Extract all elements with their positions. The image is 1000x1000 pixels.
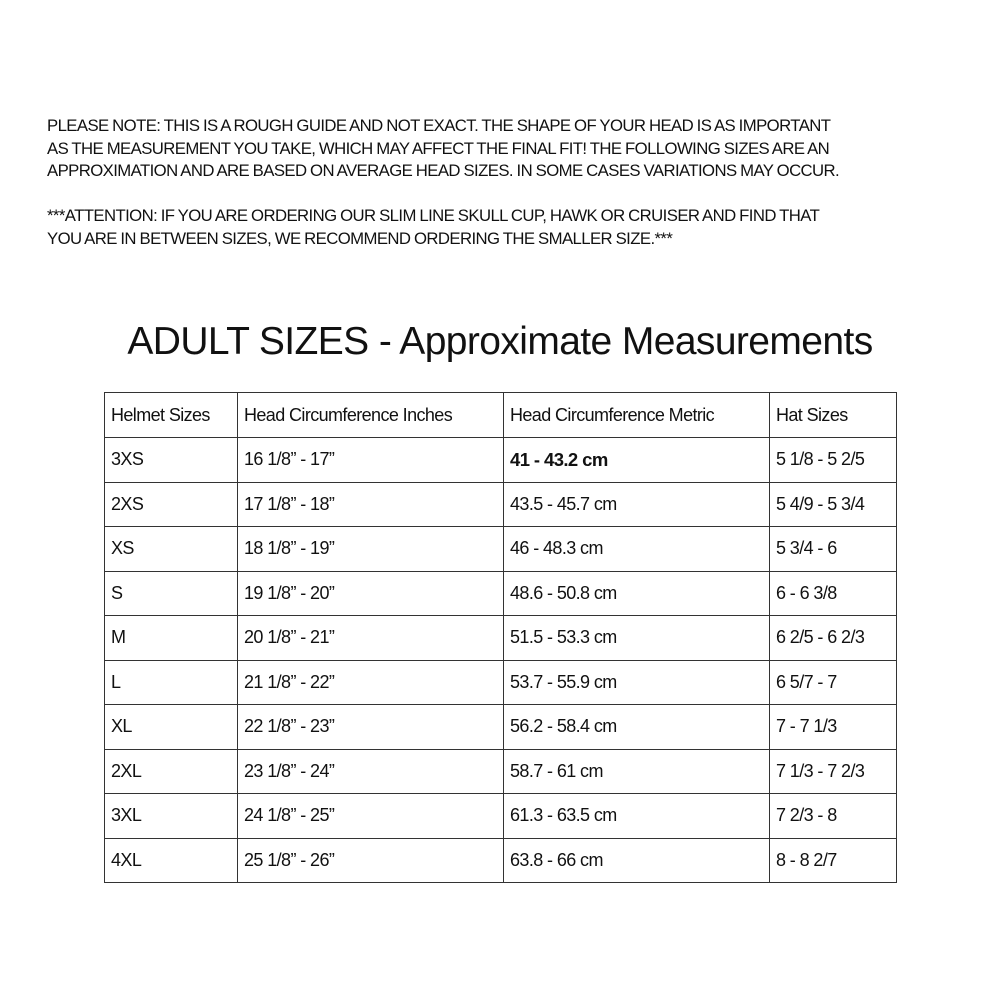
table-cell: 43.5 - 45.7 cm: [503, 481, 770, 527]
page-title: ADULT SIZES - Approximate Measurements: [127, 320, 873, 363]
table-cell: XS: [104, 526, 238, 572]
table-cell: 7 1/3 - 7 2/3: [769, 748, 897, 794]
table-row: 3XS 16 1/8” - 17” 41 - 43.2 cm 5 1/8 - 5 2/…: [104, 437, 897, 483]
table-cell: 41 - 43.2 cm: [503, 437, 770, 483]
note-line: APPROXIMATION AND ARE BASED ON AVERAGE H…: [47, 161, 840, 180]
table-cell: 63.8 - 66 cm: [503, 837, 770, 883]
table-cell: 21 1/8” - 22”: [237, 659, 504, 705]
table-cell: S: [104, 570, 238, 616]
table-cell: 22 1/8” - 23”: [237, 704, 504, 750]
table-cell: 7 2/3 - 8: [769, 793, 897, 839]
table-row: S 19 1/8” - 20” 48.6 - 50.8 cm 6 - 6 3/8: [104, 570, 897, 616]
fit-disclaimer-note: PLEASE NOTE: THIS IS A ROUGH GUIDE AND N…: [47, 115, 967, 183]
table-cell: 51.5 - 53.3 cm: [503, 615, 770, 661]
table-cell: 18 1/8” - 19”: [237, 526, 504, 572]
table-cell: 16 1/8” - 17”: [237, 437, 504, 483]
table-cell: 25 1/8” - 26”: [237, 837, 504, 883]
table-cell: 5 1/8 - 5 2/5: [769, 437, 897, 483]
table-cell: 48.6 - 50.8 cm: [503, 570, 770, 616]
table-cell: 24 1/8” - 25”: [237, 793, 504, 839]
table-row: XS 18 1/8” - 19” 46 - 48.3 cm 5 3/4 - 6: [104, 526, 897, 572]
table-row: 3XL 24 1/8” - 25” 61.3 - 63.5 cm 7 2/3 - 8: [104, 793, 897, 839]
table-cell: 20 1/8” - 21”: [237, 615, 504, 661]
column-header: Helmet Sizes: [104, 392, 238, 438]
table-header-row: Helmet Sizes Head Circumference Inches H…: [104, 392, 897, 438]
table-row: 2XL 23 1/8” - 24” 58.7 - 61 cm 7 1/3 - 7 2/…: [104, 748, 897, 794]
table-cell: M: [104, 615, 238, 661]
table-cell: 2XS: [104, 481, 238, 527]
table-cell: XL: [104, 704, 238, 750]
table-cell: 17 1/8” - 18”: [237, 481, 504, 527]
note-line: AS THE MEASUREMENT YOU TAKE, WHICH MAY A…: [47, 138, 830, 158]
table-cell: 2XL: [104, 748, 238, 794]
table-row: 2XS 17 1/8” - 18” 43.5 - 45.7 cm 5 4/9 - 5 …: [104, 481, 897, 527]
attention-note: ***ATTENTION: IF YOU ARE ORDERING OUR SL…: [47, 205, 967, 250]
column-header: Hat Sizes: [769, 392, 897, 438]
table-row: M 20 1/8” - 21” 51.5 - 53.3 cm 6 2/5 - 6 2/…: [104, 615, 897, 661]
table-cell: 5 3/4 - 6: [769, 526, 897, 572]
table-cell: 3XS: [104, 437, 238, 483]
table-cell: 61.3 - 63.5 cm: [503, 793, 770, 839]
note-line: PLEASE NOTE: THIS IS A ROUGH GUIDE AND N…: [47, 116, 831, 135]
table-row: 4XL 25 1/8” - 26” 63.8 - 66 cm 8 - 8 2/7: [104, 837, 897, 883]
table-cell: 46 - 48.3 cm: [503, 526, 770, 572]
table-cell: L: [104, 659, 238, 705]
size-chart-table: Helmet Sizes Head Circumference Inches H…: [104, 392, 897, 883]
table-cell: 56.2 - 58.4 cm: [503, 704, 770, 750]
table-cell: 23 1/8” - 24”: [237, 748, 504, 794]
table-cell: 4XL: [104, 837, 238, 883]
column-header: Head Circumference Metric: [503, 392, 770, 438]
note-line: ***ATTENTION: IF YOU ARE ORDERING OUR SL…: [47, 206, 820, 225]
table-row: L 21 1/8” - 22” 53.7 - 55.9 cm 6 5/7 - 7: [104, 659, 897, 705]
table-cell: 19 1/8” - 20”: [237, 570, 504, 616]
table-row: XL 22 1/8” - 23” 56.2 - 58.4 cm 7 - 7 1/3: [104, 704, 897, 750]
table-cell: 6 - 6 3/8: [769, 570, 897, 616]
table-cell: 58.7 - 61 cm: [503, 748, 770, 794]
table-cell: 7 - 7 1/3: [769, 704, 897, 750]
table-cell: 5 4/9 - 5 3/4: [769, 481, 897, 527]
table-cell: 3XL: [104, 793, 238, 839]
note-line: YOU ARE IN BETWEEN SIZES, WE RECOMMEND O…: [47, 228, 673, 248]
table-cell: 6 5/7 - 7: [769, 659, 897, 705]
column-header: Head Circumference Inches: [237, 392, 504, 438]
table-cell: 53.7 - 55.9 cm: [503, 659, 770, 705]
table-cell: 8 - 8 2/7: [769, 837, 897, 883]
table-cell: 6 2/5 - 6 2/3: [769, 615, 897, 661]
